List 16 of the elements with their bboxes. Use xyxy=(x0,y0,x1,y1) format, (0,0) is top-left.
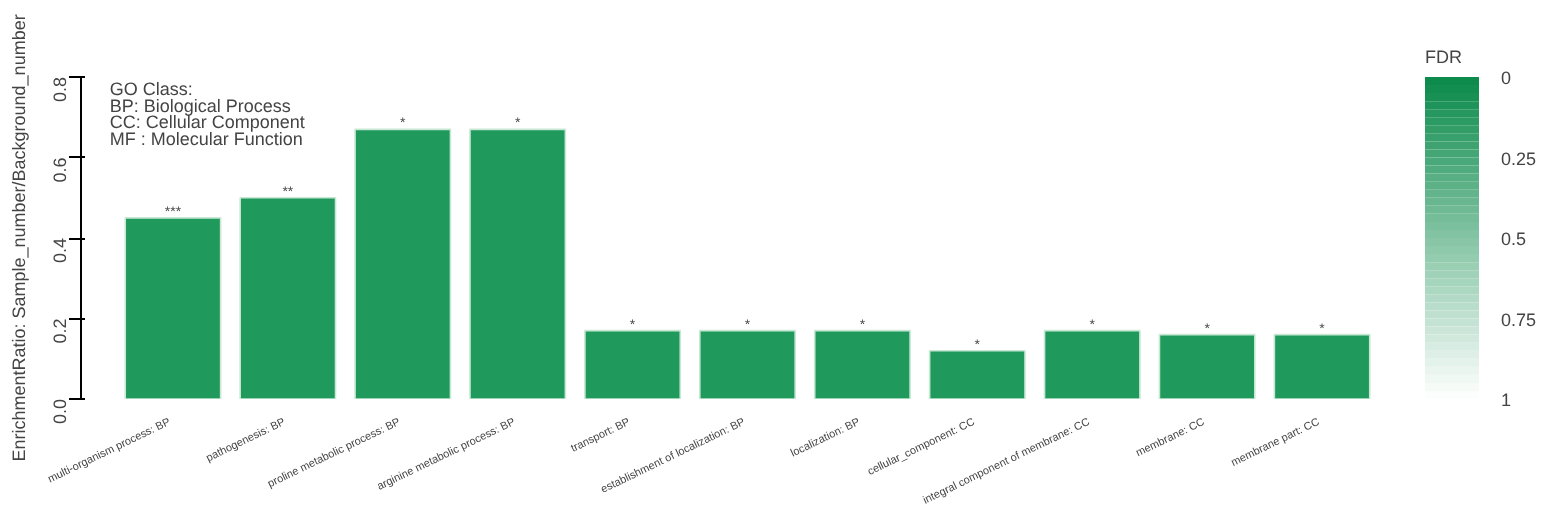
y-tick-label: 0.8 xyxy=(50,76,70,103)
annotation: CC: Cellular Component xyxy=(109,112,306,133)
y-tick-label: 0.2 xyxy=(50,318,70,344)
color-bar-label: 0.75 xyxy=(1501,309,1537,330)
color-bar-label: 0.25 xyxy=(1501,148,1537,169)
y-tick-label: 0.0 xyxy=(50,398,70,425)
color-bar-label: 0 xyxy=(1501,68,1512,88)
color-bar-label: 1 xyxy=(1501,390,1512,410)
annotation: BP: Biological Process xyxy=(109,95,292,116)
color-bar-title: FDR xyxy=(1425,47,1463,67)
y-tick-label: 0.4 xyxy=(50,237,70,264)
color-bar-label: 0.5 xyxy=(1501,229,1527,249)
y-tick-label: 0.6 xyxy=(50,157,70,183)
legend-title: GO Class: xyxy=(109,78,193,99)
y-axis-title: EnrichmentRatio: Sample_number/Background_number xyxy=(9,14,29,462)
annotation: MF : Molecular Function xyxy=(109,129,303,150)
